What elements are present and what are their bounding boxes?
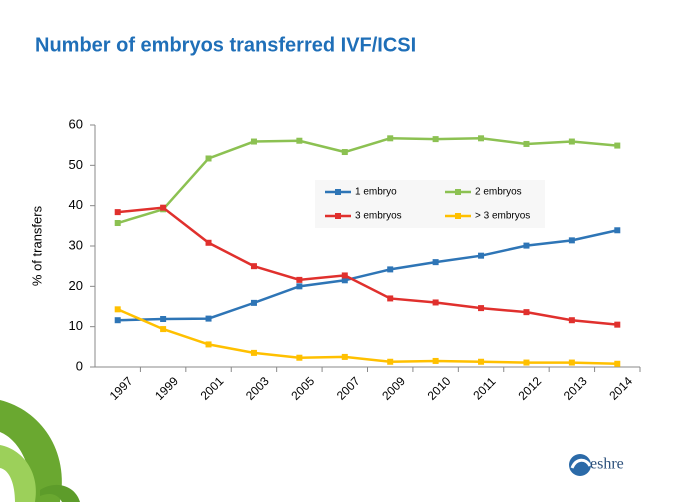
legend-marker [455,213,461,219]
y-tick-label: 20 [69,278,83,293]
point-marker [296,354,303,361]
point-marker [296,137,303,144]
point-marker [568,359,575,366]
y-tick-label: 50 [69,157,83,172]
point-marker [478,135,485,142]
point-marker [114,209,121,216]
point-marker [387,295,394,302]
point-marker [160,326,167,333]
swirl-decoration [0,400,80,502]
point-marker [387,266,394,273]
point-marker [432,357,439,364]
point-marker [568,237,575,244]
point-marker [114,317,121,324]
point-marker [341,277,348,284]
point-marker [341,149,348,156]
point-marker [205,341,212,348]
point-marker [523,242,530,249]
legend-label: > 3 embryos [475,211,530,222]
point-marker [568,138,575,145]
point-marker [614,227,621,234]
logo: eshre [569,454,624,476]
point-marker [432,259,439,266]
series-line [117,137,618,225]
legend-marker [335,213,341,219]
point-marker [205,315,212,322]
point-marker [160,316,167,323]
point-marker [160,204,167,211]
point-marker [523,140,530,147]
point-marker [523,359,530,366]
point-marker [341,272,348,279]
y-tick-label: 60 [69,116,83,131]
point-marker [296,276,303,283]
legend-marker [335,189,341,195]
point-marker [614,360,621,367]
y-axis-label: % of transfers [29,205,44,286]
point-marker [250,138,257,145]
point-marker [296,283,303,290]
point-marker [205,239,212,246]
point-marker [523,309,530,316]
point-marker [114,220,121,227]
logo-text: eshre [590,456,624,473]
point-marker [387,135,394,142]
legend-marker [455,189,461,195]
point-marker [250,349,257,356]
point-marker [250,263,257,270]
point-marker [614,321,621,328]
point-marker [432,299,439,306]
legend-label: 1 embryo [355,187,397,198]
point-marker [341,353,348,360]
series-line [117,308,618,366]
legend-box [315,180,545,228]
y-tick-label: 30 [69,237,83,252]
point-marker [614,142,621,149]
y-tick-label: 10 [69,318,83,333]
slide-title: Number of embryos transferred IVF/ICSI [35,34,416,56]
point-marker [478,252,485,259]
point-marker [250,299,257,306]
point-marker [387,358,394,365]
legend-label: 2 embryos [475,187,522,198]
series-line [117,229,618,322]
legend-label: 3 embryos [355,211,402,222]
y-tick-label: 40 [69,197,83,212]
series-line [117,206,618,326]
point-marker [478,305,485,312]
point-marker [568,317,575,324]
point-marker [114,306,121,313]
y-tick-label: 0 [76,358,83,373]
point-marker [205,155,212,162]
point-marker [432,136,439,143]
point-marker [478,358,485,365]
